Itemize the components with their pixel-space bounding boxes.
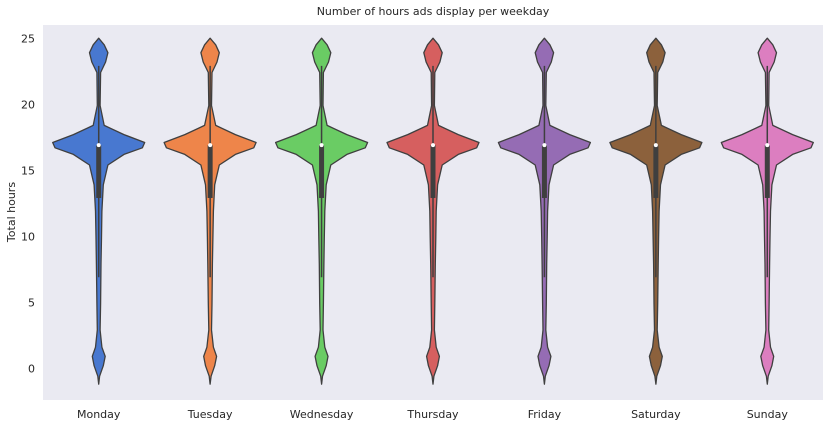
- y-tick-label: 25: [21, 33, 35, 46]
- x-tick-label: Wednesday: [290, 408, 354, 421]
- chart-title: Number of hours ads display per weekday: [317, 5, 550, 18]
- box: [430, 145, 436, 198]
- x-tick-label: Thursday: [406, 408, 459, 421]
- box: [96, 145, 102, 198]
- y-tick-label: 0: [28, 363, 35, 376]
- x-tick-label: Tuesday: [187, 408, 233, 421]
- x-tick-label: Sunday: [747, 408, 789, 421]
- median: [542, 143, 547, 148]
- box: [207, 145, 213, 198]
- median: [653, 143, 658, 148]
- y-tick-label: 5: [28, 297, 35, 310]
- y-tick-label: 15: [21, 165, 35, 178]
- box: [653, 145, 659, 198]
- box: [541, 145, 547, 198]
- box: [319, 145, 325, 198]
- median: [208, 143, 213, 148]
- x-tick-label: Saturday: [631, 408, 681, 421]
- x-tick-label: Friday: [528, 408, 562, 421]
- y-tick-label: 20: [21, 99, 35, 112]
- box: [764, 145, 770, 198]
- x-tick-label: Monday: [77, 408, 121, 421]
- median: [765, 143, 770, 148]
- median: [319, 143, 324, 148]
- y-axis-label: Total hours: [5, 182, 18, 243]
- median: [96, 143, 101, 148]
- median: [431, 143, 435, 148]
- y-tick-label: 10: [21, 231, 35, 244]
